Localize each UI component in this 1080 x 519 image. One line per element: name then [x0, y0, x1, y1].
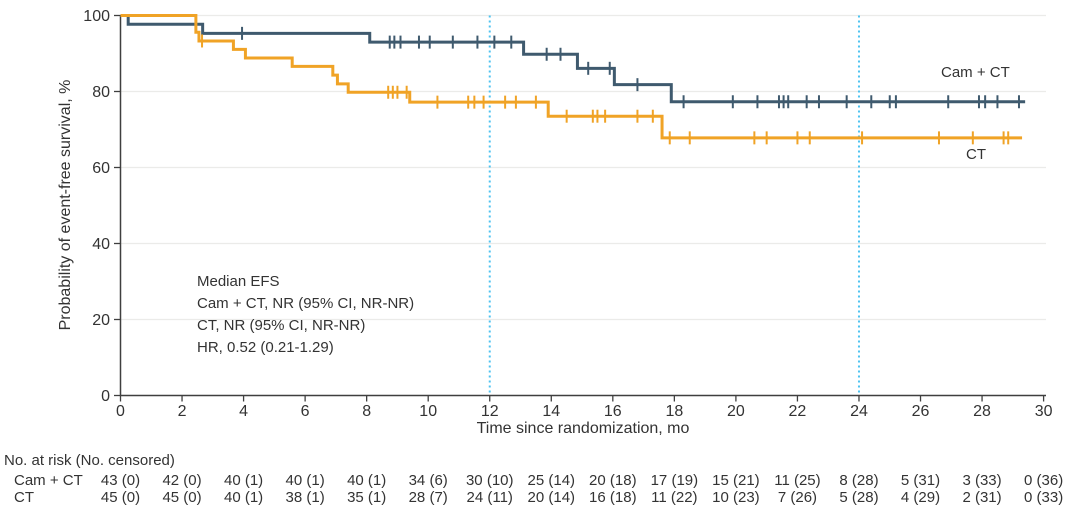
- risk-value: 3 (33): [962, 472, 1002, 489]
- svg-text:8: 8: [362, 403, 371, 420]
- annotation-line-ct: CT, NR (95% CI, NR-NR): [197, 317, 366, 334]
- svg-text:0: 0: [101, 388, 110, 405]
- series-label-ct: CT: [966, 146, 986, 163]
- risk-value: 10 (23): [712, 489, 760, 506]
- risk-value: 40 (1): [347, 472, 387, 489]
- axes: [114, 14, 1046, 402]
- svg-text:2: 2: [178, 403, 187, 420]
- risk-value: 34 (6): [408, 472, 448, 489]
- risk-value: 2 (31): [962, 489, 1002, 506]
- x-tick-labels: 0 2 4 6 8 10 12 14 16 18 20 22 24 26 28 30: [116, 403, 1053, 420]
- risk-value: 7 (26): [777, 489, 818, 506]
- svg-text:22: 22: [789, 403, 807, 420]
- svg-text:28: 28: [973, 403, 991, 420]
- svg-text:12: 12: [481, 403, 499, 420]
- risk-value: 20 (18): [589, 472, 637, 489]
- risk-value: 15 (21): [712, 472, 760, 489]
- risk-value: 5 (28): [839, 489, 879, 506]
- x-axis-title: Time since randomization, mo: [476, 420, 690, 437]
- svg-text:60: 60: [92, 160, 110, 177]
- risk-value: 5 (31): [900, 472, 941, 489]
- series-ct: [120, 14, 1023, 145]
- svg-text:14: 14: [542, 403, 560, 420]
- risk-value: 17 (19): [650, 472, 699, 489]
- risk-value: 45 (0): [100, 489, 141, 506]
- annotation-line-cam-ct: Cam + CT, NR (95% CI, NR-NR): [197, 295, 415, 312]
- svg-text:26: 26: [912, 403, 930, 420]
- risk-value: 40 (1): [223, 489, 264, 506]
- risk-value: 43 (0): [100, 472, 141, 489]
- reference-lines: [488, 15, 860, 396]
- survival-curve: [120, 14, 1026, 104]
- risk-value: 25 (14): [527, 472, 576, 489]
- risk-value: 45 (0): [162, 489, 202, 506]
- median-efs-annotation: Median EFS Cam + CT, NR (95% CI, NR-NR) …: [197, 271, 414, 359]
- survival-curve: [120, 14, 1023, 140]
- risk-table-header: No. at risk (No. censored): [4, 452, 175, 469]
- risk-value: 40 (1): [285, 472, 325, 489]
- svg-text:80: 80: [92, 84, 110, 101]
- risk-value: 8 (28): [839, 472, 879, 489]
- svg-text:18: 18: [665, 403, 683, 420]
- svg-text:6: 6: [301, 403, 310, 420]
- risk-value: 0 (36): [1024, 472, 1064, 489]
- risk-value: 40 (1): [223, 472, 264, 489]
- svg-text:30: 30: [1035, 403, 1053, 420]
- annotation-line-hr: HR, 0.52 (0.21-1.29): [197, 339, 334, 356]
- risk-value: 4 (29): [900, 489, 941, 506]
- risk-value: 11 (25): [774, 472, 821, 489]
- svg-text:10: 10: [419, 403, 437, 420]
- svg-text:16: 16: [604, 403, 622, 420]
- svg-text:4: 4: [239, 403, 248, 420]
- risk-row-label-cam-ct: Cam + CT: [14, 472, 83, 489]
- risk-value: 38 (1): [285, 489, 325, 506]
- risk-value: 30 (10): [465, 472, 514, 489]
- svg-text:24: 24: [850, 403, 868, 420]
- y-axis-title: Probability of event-free survival, %: [57, 79, 74, 331]
- risk-value: 11 (22): [651, 489, 698, 506]
- risk-value: 24 (11): [466, 489, 513, 506]
- risk-value: 42 (0): [162, 472, 202, 489]
- svg-text:40: 40: [92, 236, 110, 253]
- annotation-line-median-efs: Median EFS: [197, 273, 280, 290]
- gridlines: [120, 14, 1046, 321]
- svg-text:20: 20: [727, 403, 745, 420]
- series-cam-ct: [120, 14, 1026, 109]
- risk-row-label-ct: CT: [14, 489, 34, 506]
- series-label-cam-ct: Cam + CT: [941, 64, 1010, 81]
- risk-value: 28 (7): [408, 489, 448, 506]
- risk-value: 0 (33): [1024, 489, 1064, 506]
- svg-text:100: 100: [83, 8, 110, 25]
- y-tick-labels: 0 20 40 60 80 100: [83, 8, 110, 405]
- svg-text:20: 20: [92, 312, 110, 329]
- svg-text:0: 0: [116, 403, 125, 420]
- risk-value: 35 (1): [347, 489, 387, 506]
- risk-value: 16 (18): [589, 489, 637, 506]
- risk-value: 20 (14): [527, 489, 576, 506]
